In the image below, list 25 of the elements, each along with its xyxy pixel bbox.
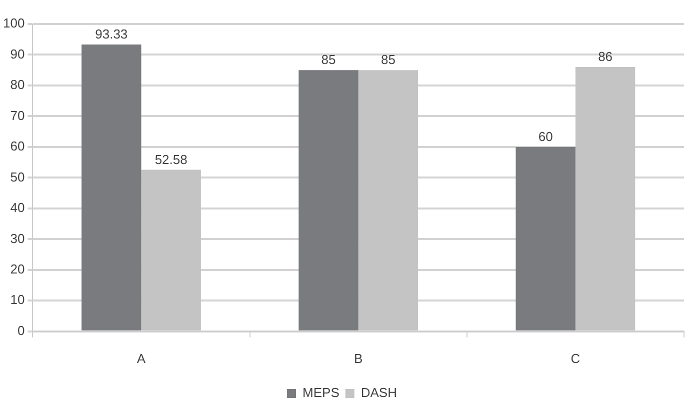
data-label: 60 — [538, 129, 553, 144]
x-tick-label: A — [136, 350, 146, 366]
data-label: 86 — [598, 49, 613, 64]
y-tick-label: 30 — [10, 230, 25, 246]
y-tick-label: 100 — [2, 16, 25, 31]
y-tick-label: 70 — [10, 108, 25, 123]
x-tick-label: B — [354, 350, 363, 366]
y-tick-label: 50 — [10, 169, 25, 184]
x-tick-label: C — [570, 350, 580, 366]
y-tick-label: 80 — [10, 77, 25, 92]
data-label: 93.33 — [95, 26, 128, 42]
y-tick-label: 10 — [10, 292, 25, 308]
y-tick-label: 90 — [10, 46, 25, 62]
y-tick-label: 60 — [10, 138, 25, 154]
y-tick-label: 20 — [10, 262, 25, 276]
bar — [298, 70, 358, 330]
y-tick-label: 40 — [10, 200, 25, 216]
y-tick-label: 0 — [17, 322, 25, 338]
data-label: 85 — [321, 52, 336, 68]
legend-label: DASH — [360, 385, 397, 400]
legend-label: MEPS — [302, 385, 340, 400]
data-label: 52.58 — [154, 152, 188, 167]
data-label: 85 — [380, 52, 396, 68]
bar — [516, 146, 576, 330]
bar — [82, 44, 142, 330]
